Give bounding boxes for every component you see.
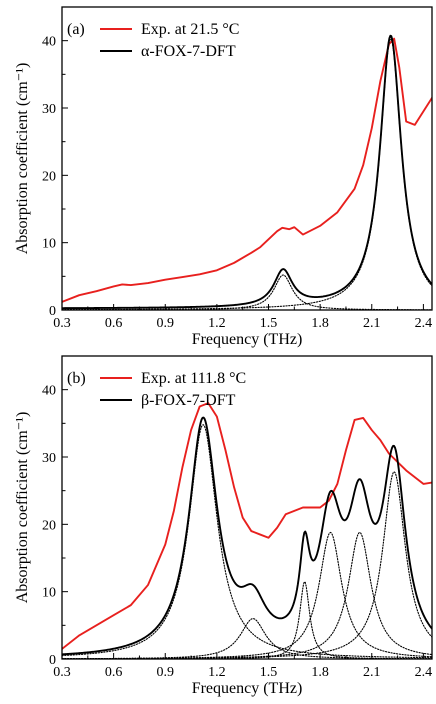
y-tick-label: 10 <box>42 586 56 601</box>
y-tick-label: 0 <box>49 653 56 668</box>
y-tick-label: 30 <box>42 451 56 466</box>
y-tick-label: 40 <box>42 384 56 399</box>
x-tick-label: 0.9 <box>157 665 175 680</box>
fit-component-line <box>62 471 432 659</box>
x-tick-label: 1.5 <box>260 665 278 680</box>
x-tick-label: 2.4 <box>415 665 433 680</box>
plot-frame <box>61 6 433 311</box>
x-tick-label: 0.6 <box>105 665 123 680</box>
x-tick-label: 2.1 <box>363 665 381 680</box>
y-tick-label: 10 <box>42 237 56 252</box>
x-tick-label: 1.8 <box>311 316 329 331</box>
x-tick-label: 1.2 <box>208 316 226 331</box>
fit-component-line <box>62 424 432 659</box>
x-tick-label: 2.4 <box>415 316 433 331</box>
series-group <box>62 402 432 659</box>
chart-panel-b: 0.3 0.6 0.9 1.2 1.5 1.8 2.1 2.4 0 10 20 30 40 Frequen… <box>14 355 433 697</box>
y-tick-label: 30 <box>42 102 56 117</box>
fit-component-line <box>62 531 432 659</box>
dft-line <box>62 34 432 310</box>
series-group <box>62 34 432 310</box>
y-tick-label: 40 <box>42 35 56 50</box>
legend-label: α-FOX-7-DFT <box>141 43 236 60</box>
legend-label: Exp. at 111.8 °C <box>141 370 246 387</box>
fit-component-line <box>62 38 432 310</box>
plot-frame <box>61 355 433 660</box>
x-tick-label: 1.2 <box>208 665 226 680</box>
fit-component-line <box>62 618 432 659</box>
panel-label: (b) <box>67 370 86 387</box>
legend-label: β-FOX-7-DFT <box>141 392 236 409</box>
exp-line <box>62 37 432 303</box>
legend-label: Exp. at 21.5 °C <box>141 21 239 38</box>
fit-component-line <box>62 274 432 310</box>
x-tick-label: 2.1 <box>363 316 381 331</box>
panel-label: (a) <box>67 21 85 38</box>
x-tick-label: 1.8 <box>311 665 329 680</box>
x-tick-label: 0.3 <box>53 316 71 331</box>
x-tick-label: 1.5 <box>260 316 278 331</box>
dft-line <box>62 416 432 656</box>
y-tick-label: 20 <box>42 518 56 533</box>
exp-line <box>62 402 432 650</box>
fit-component-line <box>62 531 432 659</box>
y-axis-label: Absorption coefficient (cm⁻¹) <box>14 412 31 604</box>
y-axis-label: Absorption coefficient (cm⁻¹) <box>14 63 31 255</box>
y-tick-label: 0 <box>49 304 56 319</box>
x-tick-label: 0.6 <box>105 316 123 331</box>
chart-panel-a: 0.3 0.6 0.9 1.2 1.5 1.8 2.1 2.4 0 10 20 30 40 Frequen… <box>14 6 433 348</box>
x-axis-label: Frequency (THz) <box>192 331 303 348</box>
x-axis-label: Frequency (THz) <box>192 680 303 697</box>
y-tick-label: 20 <box>42 169 56 184</box>
x-tick-label: 0.3 <box>53 665 71 680</box>
x-tick-label: 0.9 <box>157 316 175 331</box>
